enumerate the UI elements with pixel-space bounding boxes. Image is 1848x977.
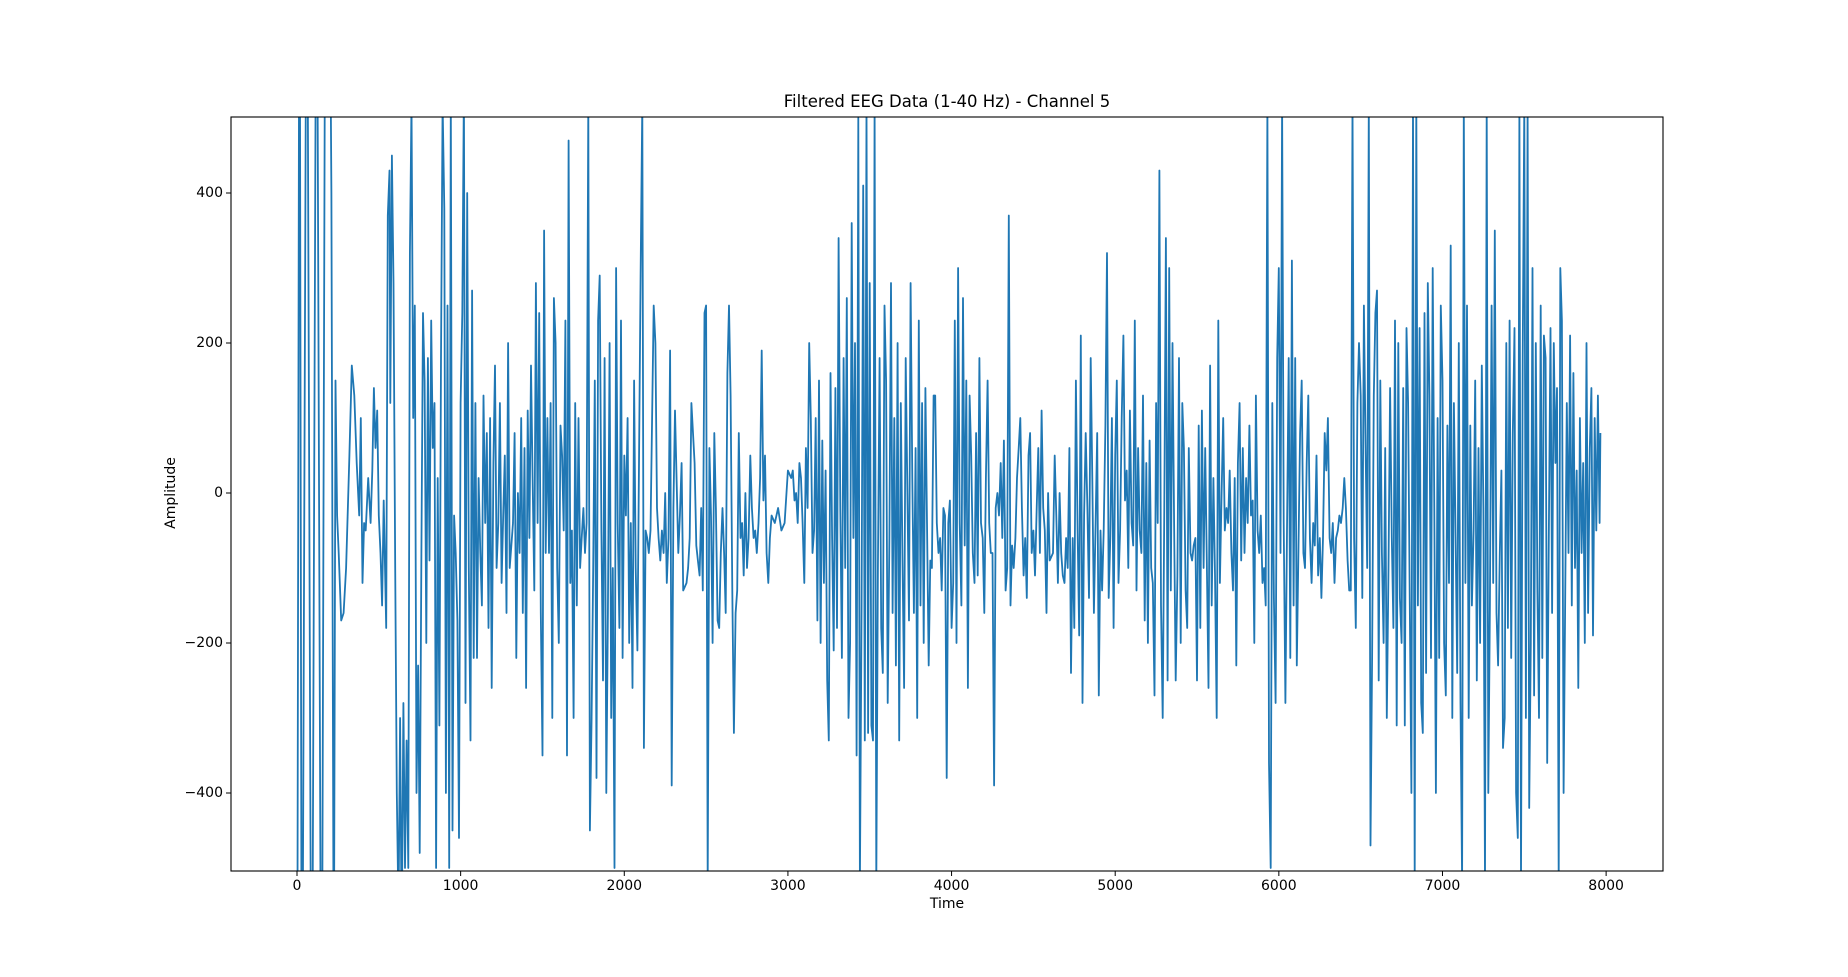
series-line-0 xyxy=(296,117,1602,871)
axes-frame xyxy=(230,116,1664,872)
x-tick-label: 2000 xyxy=(606,878,643,894)
y-tick-label: −200 xyxy=(184,635,223,651)
chart-title: Filtered EEG Data (1-40 Hz) - Channel 5 xyxy=(783,92,1111,111)
y-axis-label: Amplitude xyxy=(163,457,179,529)
x-tick-label: 8000 xyxy=(1588,878,1624,894)
x-tick-label: 7000 xyxy=(1424,878,1461,894)
x-tick-label: 5000 xyxy=(1097,878,1134,894)
x-tick-label: 4000 xyxy=(933,878,970,894)
y-tick-label: 200 xyxy=(196,335,223,351)
y-tick-marks xyxy=(226,192,231,794)
x-tick-label: 0 xyxy=(292,878,302,894)
y-tick-label: 400 xyxy=(196,185,223,201)
y-tick-label: −400 xyxy=(184,785,223,801)
x-tick-marks xyxy=(296,871,1607,876)
x-tick-label: 6000 xyxy=(1261,878,1297,894)
y-tick-label: 0 xyxy=(214,485,223,501)
x-axis-label: Time xyxy=(929,896,965,912)
x-tick-label: 3000 xyxy=(770,878,806,894)
x-tick-label: 1000 xyxy=(442,878,479,894)
series-layer xyxy=(296,117,1602,871)
